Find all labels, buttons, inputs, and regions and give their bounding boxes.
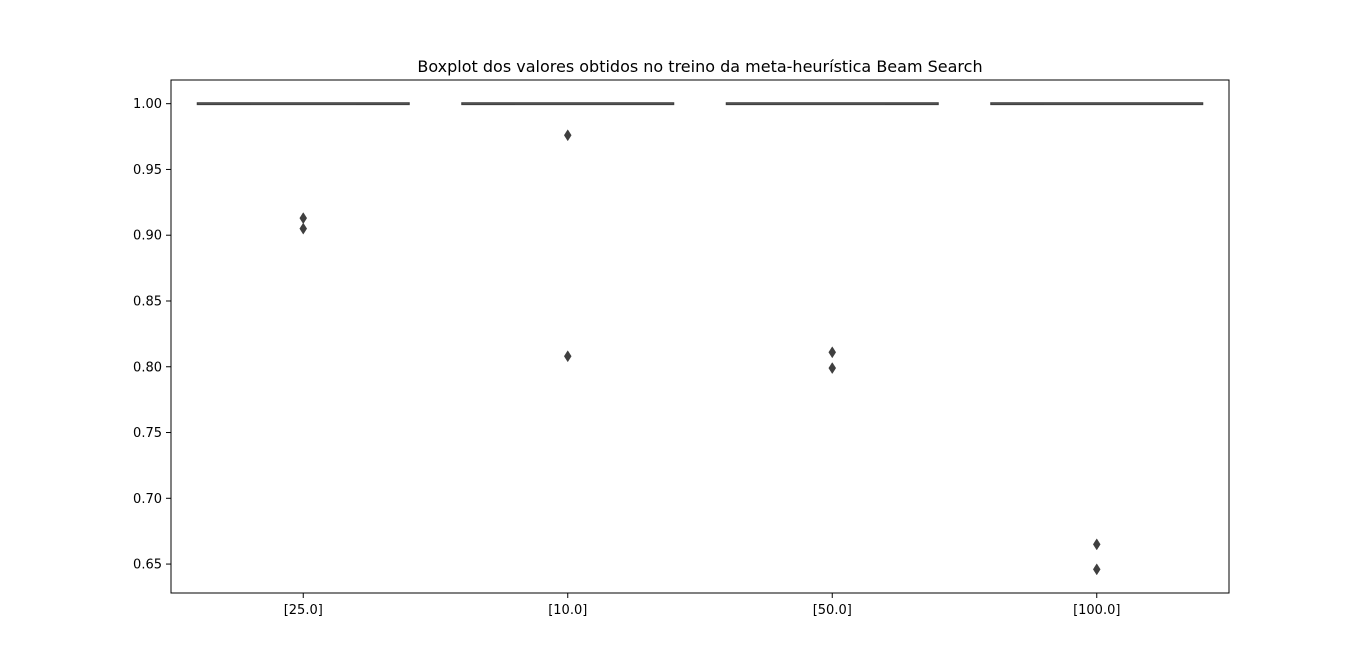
x-tick-label: [25.0] bbox=[284, 603, 323, 618]
y-tick-label: 0.85 bbox=[133, 294, 162, 309]
y-tick-label: 0.95 bbox=[133, 163, 162, 178]
outlier-point bbox=[563, 129, 572, 142]
y-tick-label: 0.80 bbox=[133, 360, 162, 375]
y-tick-label: 0.90 bbox=[133, 229, 162, 244]
chart-title: Boxplot dos valores obtidos no treino da… bbox=[417, 57, 982, 76]
y-tick-label: 0.70 bbox=[133, 492, 162, 507]
plot-area: 0.65 0.70 0.75 0.80 0.85 0.90 0.95 1.00 [25.0] [1… bbox=[133, 79, 1230, 618]
outlier-point bbox=[563, 350, 572, 363]
outlier-point bbox=[1092, 563, 1101, 576]
outlier-point bbox=[299, 222, 308, 235]
y-tick-label: 0.75 bbox=[133, 426, 162, 441]
y-tick-label: 0.65 bbox=[133, 558, 162, 573]
y-tick-label: 1.00 bbox=[133, 97, 162, 112]
outlier-point bbox=[299, 212, 308, 225]
x-tick-label: [100.0] bbox=[1073, 603, 1120, 618]
x-tick-label: [10.0] bbox=[548, 603, 587, 618]
x-tick-label: [50.0] bbox=[813, 603, 852, 618]
outlier-point bbox=[828, 362, 837, 375]
plot-frame bbox=[170, 79, 1230, 594]
outlier-point bbox=[1092, 538, 1101, 551]
outlier-point bbox=[828, 346, 837, 359]
